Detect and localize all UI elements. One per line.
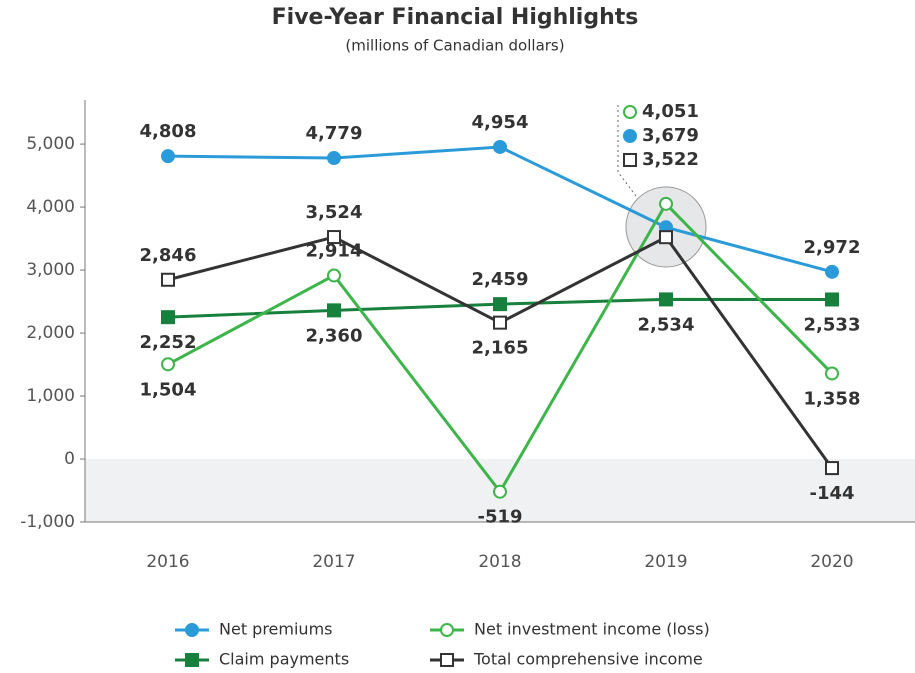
data-label: 4,779 [306, 123, 363, 144]
x-tick-label: 2016 [146, 552, 189, 572]
legend-marker [185, 653, 199, 667]
y-tick-label: 1,000 [26, 386, 75, 406]
data-label: 2,846 [140, 245, 197, 266]
y-tick-label: 2,000 [26, 323, 75, 343]
x-tick-label: 2017 [312, 552, 355, 572]
data-point [493, 484, 507, 499]
data-label: 2,972 [804, 237, 861, 258]
data-label: 2,533 [804, 314, 861, 335]
data-point [825, 264, 839, 279]
x-tick-label: 2020 [810, 552, 853, 572]
x-tick-label: 2018 [478, 552, 521, 572]
data-point [161, 310, 175, 325]
data-point [327, 151, 341, 166]
data-label: 2,360 [306, 325, 363, 346]
chart-subtitle: (millions of Canadian dollars) [345, 37, 564, 55]
data-label: 3,522 [642, 149, 699, 170]
data-label: -519 [477, 507, 522, 528]
legend-marker [440, 623, 454, 637]
legend-label: Net premiums [219, 620, 333, 639]
data-point [493, 139, 507, 154]
data-label: 1,358 [804, 388, 861, 409]
data-point [327, 268, 341, 283]
data-point [659, 292, 673, 307]
data-point [659, 196, 673, 211]
data-point [825, 366, 839, 381]
data-label: -144 [809, 483, 854, 504]
callout-marker [623, 153, 637, 167]
data-point [493, 315, 507, 330]
data-label: 2,534 [638, 314, 695, 335]
legend-marker [185, 623, 199, 637]
y-tick-label: 3,000 [26, 260, 75, 280]
data-label: 2,252 [140, 332, 197, 353]
callout-leader [617, 104, 637, 197]
data-point [493, 297, 507, 312]
data-point [327, 303, 341, 318]
data-label: 4,954 [472, 112, 529, 133]
data-label: 2,459 [472, 269, 529, 290]
data-label: 3,524 [306, 202, 363, 223]
data-label: 1,504 [140, 379, 197, 400]
callout-marker [623, 105, 637, 119]
data-point [161, 149, 175, 164]
y-tick-label: 5,000 [26, 134, 75, 154]
data-point [659, 230, 673, 245]
legend-label: Claim payments [219, 650, 349, 669]
data-point [327, 230, 341, 245]
y-tick-label: -1,000 [20, 512, 75, 532]
legend-label: Total comprehensive income [473, 650, 703, 669]
data-label: 3,679 [642, 125, 699, 146]
x-tick-label: 2019 [644, 552, 687, 572]
data-point [161, 272, 175, 287]
data-label: 4,051 [642, 101, 699, 122]
y-tick-label: 4,000 [26, 197, 75, 217]
legend-label: Net investment income (loss) [474, 620, 710, 639]
data-label: 2,914 [306, 240, 363, 261]
data-label: 4,808 [140, 121, 197, 142]
data-point [825, 292, 839, 307]
data-label: 2,165 [472, 338, 529, 359]
y-tick-label: 0 [64, 449, 75, 469]
data-point [825, 461, 839, 476]
callout-marker [623, 129, 637, 143]
data-point [161, 357, 175, 372]
legend-marker [440, 653, 454, 667]
chart-title: Five-Year Financial Highlights [272, 5, 639, 30]
